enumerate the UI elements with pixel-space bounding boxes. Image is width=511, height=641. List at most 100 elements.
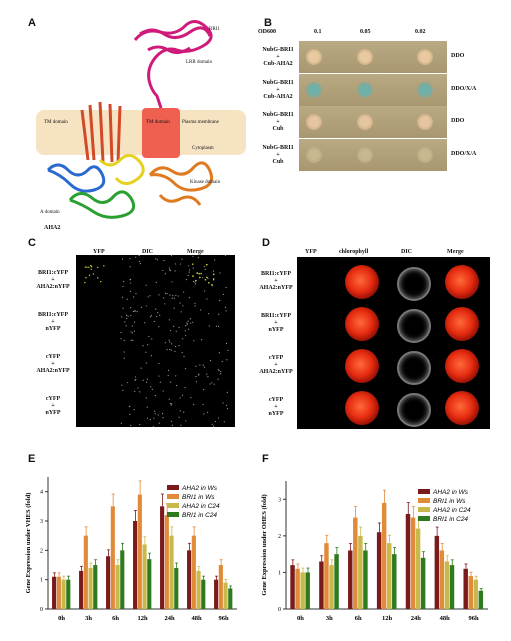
dic-speck <box>162 390 164 392</box>
dic-speck <box>166 293 168 295</box>
dic-speck <box>185 325 187 327</box>
bar <box>376 532 382 609</box>
dic-speck <box>138 260 141 263</box>
dic-speck <box>170 349 172 351</box>
bar <box>473 579 479 609</box>
dic-speck <box>133 330 135 333</box>
bar <box>88 567 93 609</box>
dic-speck <box>147 344 149 346</box>
dic-speck <box>148 335 150 338</box>
bar <box>79 570 84 609</box>
x-tick-label: 12h <box>382 615 393 622</box>
y-tick-label: 4 <box>40 490 43 496</box>
merge-cell <box>445 349 479 383</box>
legend-swatch <box>418 516 430 521</box>
a-domain-helix <box>68 190 136 219</box>
dic-speck <box>194 283 197 285</box>
merge-signal <box>198 272 200 275</box>
dic-speck <box>164 342 166 344</box>
bar <box>66 579 71 609</box>
y-tick-label: 3 <box>278 497 281 503</box>
yeast-row-label-line: + <box>276 86 280 93</box>
legend-label: BRI1 in Ws <box>182 494 215 501</box>
yeast-row-label: NubG-BRI1 + Cub-AHA2 <box>256 47 300 68</box>
od-value-2: 0.02 <box>415 29 426 35</box>
bar <box>439 550 445 609</box>
bifc-row-label-line: + <box>274 362 278 368</box>
dic-speck <box>131 332 133 334</box>
dic-speck <box>179 410 181 412</box>
yeast-row-label-line: Cub-AHA2 <box>263 61 293 67</box>
dic-speck <box>185 335 187 337</box>
bar <box>214 579 219 609</box>
bar <box>52 576 57 609</box>
legend-label: BRI1 in C24 <box>182 512 217 519</box>
dic-speck <box>164 292 167 294</box>
yeast-spot <box>357 114 373 130</box>
y-tick-label: 2 <box>40 548 43 554</box>
bar <box>434 535 440 609</box>
dic-speck <box>121 258 124 260</box>
dic-speck <box>155 281 157 284</box>
dic-speck <box>171 424 173 426</box>
chlorophyll-cell <box>345 307 379 341</box>
dic-speck <box>153 410 156 412</box>
dic-speck <box>200 309 202 311</box>
merge-signal <box>206 263 208 266</box>
dic-speck <box>183 411 185 413</box>
bar <box>410 517 416 609</box>
dic-speck <box>140 367 142 369</box>
dic-speck <box>220 373 222 375</box>
dic-speck <box>178 326 180 329</box>
dic-speck <box>202 388 205 391</box>
bifc-row-label-line: + <box>51 361 55 367</box>
bifc-row-label: BRI1:cYFP + AHA2:nYFP <box>254 271 298 292</box>
yeast-spot <box>417 81 433 98</box>
dic-speck <box>126 317 128 320</box>
x-tick-label: 12h <box>137 615 148 622</box>
dic-speck <box>209 383 211 385</box>
dic-cell <box>397 309 431 343</box>
dic-speck <box>150 355 152 357</box>
dic-speck <box>170 381 172 383</box>
dic-speck <box>222 293 224 295</box>
bar <box>187 550 192 609</box>
y-tick-label: 0 <box>278 607 281 613</box>
bifc-row-label-line: + <box>51 403 55 409</box>
legend-swatch <box>418 498 430 503</box>
bar <box>353 517 358 609</box>
dic-speck <box>142 345 144 347</box>
bifc-row-label-line: + <box>51 277 55 283</box>
merge-cell <box>445 307 479 341</box>
dic-speck <box>211 382 213 384</box>
x-tick-label: 24h <box>411 615 422 622</box>
dic-speck <box>225 342 228 345</box>
n-domain <box>46 163 106 193</box>
dic-speck <box>179 397 181 399</box>
bifc-row-label-line: cYFP <box>45 396 61 402</box>
bar <box>449 565 455 609</box>
dic-speck <box>206 298 208 300</box>
dic-speck <box>202 403 204 406</box>
bar <box>93 565 98 609</box>
dic-speck <box>161 413 164 415</box>
dic-speck <box>133 409 135 411</box>
bar <box>290 565 295 609</box>
chart-e: 0 1 2 3 4 Gene Expression under VHES (fold) 0h… <box>25 477 237 622</box>
dic-speck <box>199 364 201 366</box>
dic-speck <box>144 322 146 324</box>
dic-speck <box>152 426 154 428</box>
yfp-signal <box>90 268 92 270</box>
dic-speck <box>178 416 180 418</box>
dic-speck <box>155 308 157 310</box>
bifc-row-label-line: AHA2:nYFP <box>36 284 70 290</box>
dic-speck <box>159 381 161 383</box>
bar <box>358 535 363 609</box>
dic-speck <box>169 341 171 343</box>
dic-speck <box>145 305 147 307</box>
bar <box>348 550 353 609</box>
yeast-medium-label: DDO <box>451 53 465 59</box>
yeast-medium-label: DDO <box>451 118 465 124</box>
dic-speck <box>192 267 194 269</box>
dic-speck <box>180 311 182 313</box>
